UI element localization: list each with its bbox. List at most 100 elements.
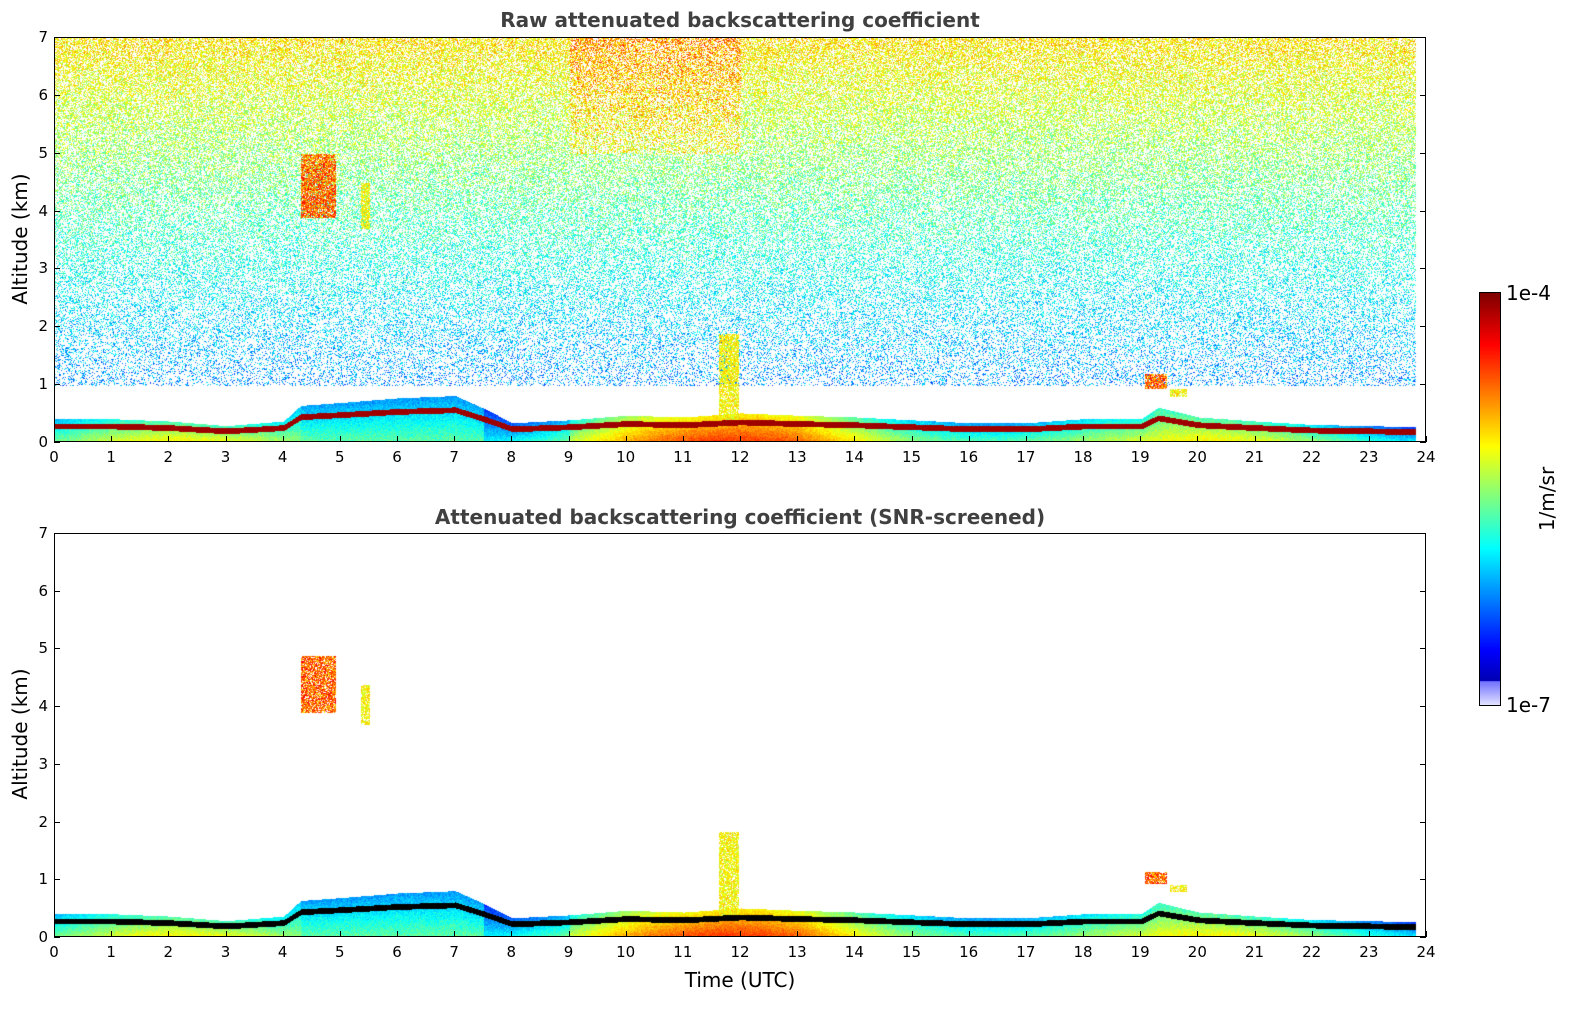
y-tick-mark (54, 384, 60, 386)
y-tick-mark (54, 152, 60, 154)
x-tick-mark (225, 931, 227, 937)
x-tick-mark (397, 931, 398, 937)
x-tick-mark (1368, 931, 1370, 937)
y-tick-mark-right (1420, 706, 1426, 708)
y-tick-mark-right (1420, 648, 1426, 650)
y-tick-mark (54, 442, 60, 443)
x-tick-mark (454, 931, 456, 937)
y-tick-mark-right (1420, 533, 1426, 534)
y-tick-label: 4 (38, 201, 48, 220)
x-tick-label: 19 (1130, 448, 1150, 466)
x-tick-label: 8 (506, 448, 517, 466)
panel-2-title: Attenuated backscattering coefficient (S… (434, 505, 1046, 529)
x-tick-mark (282, 931, 284, 937)
y-tick-mark (54, 763, 60, 765)
x-tick-label: 23 (1359, 943, 1379, 961)
x-tick-label: 11 (673, 448, 693, 466)
x-tick-mark (1426, 436, 1427, 442)
x-tick-mark (1254, 931, 1256, 937)
x-tick-label: 12 (730, 943, 750, 961)
y-tick-mark (54, 937, 60, 938)
x-tick-label: 17 (1016, 943, 1036, 961)
y-tick-label: 3 (38, 754, 48, 773)
panel-1-title: Raw attenuated backscattering coefficien… (500, 8, 980, 32)
x-tick-mark (682, 931, 684, 937)
x-tick-mark (397, 436, 398, 442)
x-tick-label: 20 (1187, 943, 1207, 961)
y-tick-mark (54, 821, 60, 823)
x-tick-label: 21 (1244, 943, 1265, 961)
x-tick-mark (168, 931, 170, 937)
panel-1-plot-area (54, 37, 1426, 442)
panel-2-ylabel: Altitude (km) (8, 668, 32, 800)
y-tick-mark-right (1420, 763, 1426, 765)
x-tick-mark (1025, 436, 1027, 442)
x-tick-mark (454, 436, 456, 442)
x-tick-label: 19 (1130, 943, 1150, 961)
y-tick-mark-right (1420, 442, 1426, 443)
colorbar-max-label: 1e-4 (1506, 281, 1551, 305)
x-tick-mark (111, 931, 113, 937)
y-tick-mark-right (1420, 937, 1426, 938)
y-tick-mark (54, 533, 60, 534)
x-tick-label: 6 (392, 943, 402, 961)
x-tick-mark (625, 436, 627, 442)
x-tick-label: 18 (1073, 943, 1093, 961)
y-tick-mark (54, 879, 60, 881)
x-tick-label: 1 (106, 943, 116, 961)
x-tick-label: 21 (1244, 448, 1265, 466)
x-tick-label: 13 (787, 448, 807, 466)
y-tick-mark (54, 268, 60, 270)
x-tick-mark (168, 436, 170, 442)
x-tick-label: 18 (1073, 448, 1093, 466)
x-tick-mark (1254, 436, 1256, 442)
x-tick-label: 15 (901, 943, 922, 961)
y-tick-label: 6 (38, 85, 48, 104)
x-tick-mark (1311, 436, 1313, 442)
x-tick-mark (1197, 931, 1199, 937)
x-tick-label: 6 (392, 448, 402, 466)
x-tick-mark (511, 931, 513, 937)
y-tick-mark-right (1420, 37, 1426, 38)
x-tick-mark (682, 436, 684, 442)
x-tick-mark (1426, 931, 1427, 937)
x-tick-label: 17 (1016, 448, 1036, 466)
y-tick-mark-right (1420, 384, 1426, 386)
x-tick-label: 22 (1302, 943, 1322, 961)
x-tick-mark (968, 436, 970, 442)
x-tick-label: 3 (220, 943, 231, 961)
x-tick-mark (911, 436, 913, 442)
x-tick-mark (1083, 931, 1084, 937)
y-tick-mark (54, 210, 60, 212)
y-tick-mark (54, 706, 60, 708)
panel-2-heatmap (55, 534, 1425, 936)
x-tick-label: 5 (335, 448, 345, 466)
x-tick-label: 22 (1302, 448, 1322, 466)
x-tick-mark (568, 436, 570, 442)
y-tick-label: 7 (38, 524, 48, 542)
y-tick-label: 3 (38, 259, 48, 278)
x-tick-label: 12 (730, 448, 750, 466)
x-tick-label: 11 (673, 943, 693, 961)
x-tick-label: 3 (220, 448, 231, 466)
panel-2-plot-area (54, 533, 1426, 937)
x-tick-label: 1 (106, 448, 116, 466)
colorbar-unit-label: 1/m/sr (1535, 466, 1559, 532)
x-tick-label: 16 (959, 943, 979, 961)
x-tick-mark (511, 436, 513, 442)
x-tick-label: 13 (787, 943, 807, 961)
x-tick-mark (54, 931, 55, 937)
y-tick-mark-right (1420, 326, 1426, 328)
x-tick-label: 9 (563, 943, 574, 961)
x-tick-mark (111, 436, 113, 442)
x-tick-mark (1140, 931, 1142, 937)
y-tick-mark (54, 326, 60, 328)
y-tick-label: 4 (38, 697, 48, 716)
y-tick-mark (54, 94, 60, 96)
x-tick-label: 0 (49, 943, 59, 961)
x-tick-mark (968, 931, 970, 937)
panel-1-heatmap (55, 38, 1425, 441)
x-tick-label: 14 (844, 943, 864, 961)
x-tick-mark (339, 436, 341, 442)
x-tick-mark (740, 436, 741, 442)
